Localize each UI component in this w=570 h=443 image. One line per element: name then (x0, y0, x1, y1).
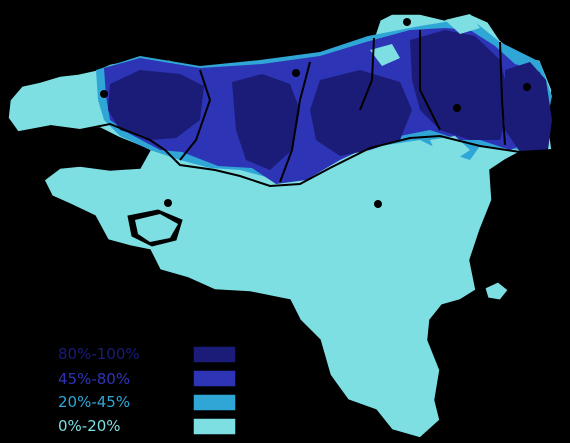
legend-label-80-100: 80%-100% (58, 345, 140, 363)
legend-label-0-20: 0%-20% (58, 417, 121, 435)
capital-markers (100, 18, 531, 208)
land-80-100-west (108, 70, 204, 140)
province-borders (49, 30, 553, 188)
enclave-inner (135, 214, 178, 242)
coast-light-patch-1 (370, 44, 400, 66)
capital-marker (403, 18, 411, 26)
legend-swatch-45-80 (192, 369, 237, 388)
map-title: Euskara (52, 310, 148, 338)
capital-marker (453, 104, 461, 112)
legend-swatch-20-45 (192, 393, 237, 412)
legend: Euskara 80%-100% 45%-80% 20%-45% 0%-20% (52, 310, 237, 436)
legend-label-45-80: 45%-80% (58, 370, 130, 388)
legend-swatch-0-20 (192, 417, 237, 436)
capital-marker (292, 69, 300, 77)
land-80-100-far-east (505, 62, 552, 152)
land-80-100-center (232, 74, 300, 170)
legend-swatch-80-100 (192, 345, 237, 364)
island-region (484, 281, 509, 301)
land-80-100-east (410, 30, 510, 140)
coast-light-patch-3 (445, 14, 480, 34)
capital-marker (374, 200, 382, 208)
capital-marker (164, 199, 172, 207)
capital-marker (100, 90, 108, 98)
legend-label-20-45: 20%-45% (58, 393, 130, 411)
capital-marker (523, 83, 531, 91)
land-80-100-gipuzkoa (310, 70, 412, 156)
